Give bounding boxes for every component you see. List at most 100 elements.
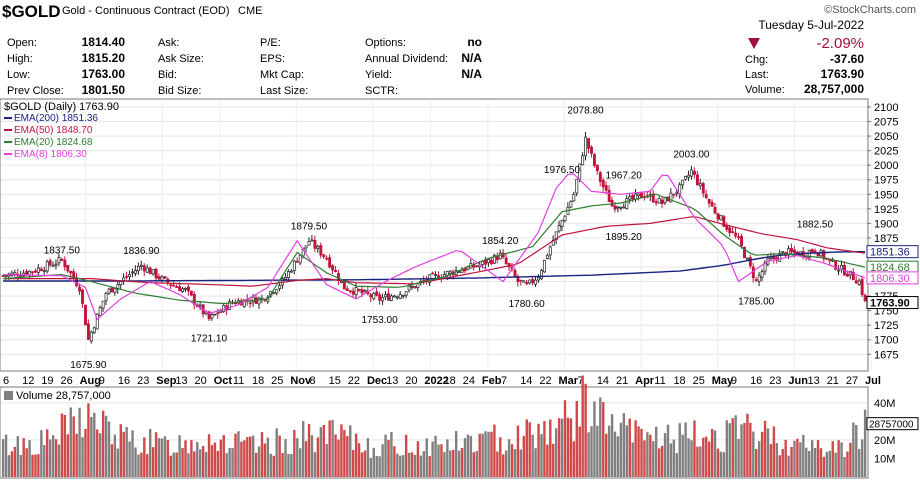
stat-value-options: no (467, 35, 482, 49)
volume-bar (266, 437, 270, 477)
volume-bar (272, 455, 275, 477)
volume-bars (1, 375, 867, 477)
candle-body (822, 250, 826, 260)
candle-body (525, 282, 529, 285)
candle-body (675, 192, 679, 195)
candle-body (175, 286, 179, 288)
candle-body (219, 310, 223, 313)
candle-body (134, 270, 137, 274)
candle-body (807, 250, 811, 259)
volume-bar (463, 438, 467, 477)
stat-label-yield: Yield: (365, 69, 392, 81)
stat-label-ask: Ask: (158, 37, 179, 49)
volume-bar (60, 413, 64, 477)
volume-bar (607, 425, 611, 477)
volume-bar (525, 419, 528, 477)
volume-bar (4, 434, 8, 477)
candle-body (322, 254, 326, 257)
volume-bar (331, 419, 334, 477)
candle-body (837, 269, 841, 272)
candle-body (348, 290, 352, 293)
volume-bar (731, 418, 734, 477)
candle-body (457, 271, 461, 273)
volume-value: 28,757,000 (804, 82, 864, 96)
volume-bar (13, 446, 17, 477)
candle-body (542, 259, 546, 273)
volume-bar (666, 424, 670, 477)
volume-bar (40, 430, 43, 477)
volume-bar (428, 456, 431, 477)
candle-body (389, 295, 393, 301)
candle-body (660, 199, 664, 205)
price-annotation: 1879.50 (291, 221, 328, 232)
volume-bar (831, 441, 834, 477)
volume-bar (404, 434, 408, 477)
stat-label-mkt-cap: Mkt Cap: (260, 69, 304, 81)
volume-bar (384, 434, 387, 477)
volume-bar (96, 429, 99, 477)
volume-bar (101, 410, 105, 477)
volume-bar (299, 448, 302, 477)
volume-bar (540, 434, 543, 477)
candle-body (740, 235, 743, 247)
candle-body (545, 255, 549, 259)
x-tick-label: 18 (252, 375, 264, 387)
volume-legend: Volume 28,757,000 (16, 390, 111, 402)
stat-label-open: Open: (7, 37, 37, 49)
volume-bar (657, 448, 661, 477)
x-tick-label: 18 (673, 375, 685, 387)
volume-bar (231, 447, 234, 477)
volume-bar (816, 440, 820, 477)
x-tick-label: Apr (635, 375, 655, 387)
volume-bar (504, 450, 508, 477)
candle-body (684, 176, 688, 180)
candle-body (781, 251, 785, 253)
candle-body (754, 279, 758, 281)
volume-bar (25, 448, 28, 477)
candle-body (584, 136, 588, 157)
candle-body (534, 279, 538, 285)
candle-body (375, 291, 379, 296)
volume-bar (34, 454, 37, 477)
candle-body (148, 267, 152, 275)
volume-bar (860, 439, 864, 477)
volume-bar (246, 437, 249, 477)
x-tick-label: 19 (41, 375, 53, 387)
volume-bar (769, 444, 773, 477)
volume-bar (843, 456, 846, 477)
x-tick-label: 25 (693, 375, 705, 387)
volume-bar (863, 409, 867, 477)
volume-bar (749, 422, 752, 477)
candle-body (490, 259, 493, 264)
candle-body (719, 215, 723, 221)
candle-body (637, 193, 641, 196)
candle-body (54, 263, 58, 266)
candle-body (790, 248, 794, 252)
y-tick-label: 1875 (874, 233, 898, 245)
volume-bar (613, 431, 617, 477)
x-tick-label: Jun (788, 375, 808, 387)
x-tick-label: 22 (539, 375, 551, 387)
volume-bar (493, 424, 496, 477)
x-tick-label: 2022 (424, 375, 448, 387)
volume-bar (128, 441, 131, 477)
volume-bar (734, 415, 737, 477)
volume-bar (166, 439, 170, 477)
volume-bar (7, 455, 11, 477)
candle-body (92, 327, 96, 333)
volume-bar (460, 447, 464, 477)
ema-line (3, 216, 866, 287)
volume-bar (157, 438, 161, 477)
candle-body (672, 193, 676, 196)
candle-body (448, 270, 452, 274)
candle-body (142, 265, 146, 272)
candle-body (325, 257, 329, 260)
candle-body (690, 169, 693, 177)
volume-bar (284, 439, 287, 477)
candle-body (598, 172, 602, 182)
volume-bar (846, 451, 849, 477)
candle-body (604, 185, 608, 191)
volume-bar (552, 443, 555, 477)
candle-body (34, 270, 37, 273)
candle-body (307, 241, 311, 246)
